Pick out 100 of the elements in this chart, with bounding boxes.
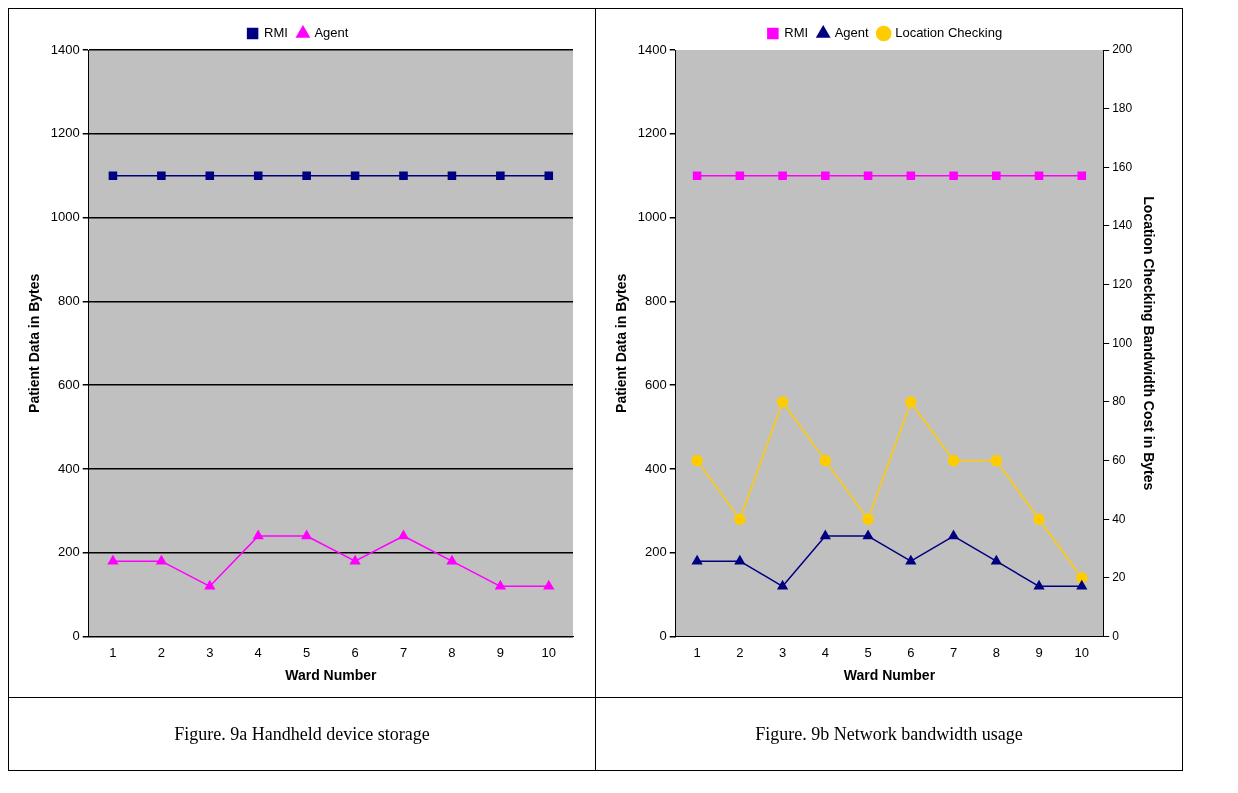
point (205, 171, 215, 180)
y-tick-label: 1000 (50, 209, 80, 225)
y-tick-label: 200 (58, 544, 80, 560)
point (1077, 171, 1087, 180)
point (399, 171, 408, 180)
point (734, 555, 745, 565)
y-tick-label: 200 (645, 544, 667, 560)
y-tick-label: 400 (58, 460, 80, 476)
point (1034, 171, 1044, 180)
legend-label: Agent (834, 25, 870, 41)
y-axis-title: Patient Data in Bytes (26, 273, 43, 413)
point (776, 396, 789, 408)
y-tick-label: 800 (58, 292, 80, 308)
point (778, 171, 787, 180)
point (777, 580, 788, 590)
point (157, 171, 166, 180)
x-tick-label: 7 (399, 644, 408, 660)
y-tick-label: 400 (645, 460, 667, 476)
y-tick-label: 600 (645, 376, 667, 392)
point (734, 513, 746, 526)
x-tick-label: 1 (693, 644, 701, 660)
point (949, 171, 958, 180)
point (692, 171, 702, 180)
point (947, 454, 960, 467)
legend-label: RMI (264, 25, 288, 41)
point (495, 580, 506, 590)
point (862, 513, 874, 526)
point (446, 555, 458, 565)
y2-tick-label: 200 (1112, 42, 1133, 57)
x-tick-label: 3 (206, 644, 214, 660)
x-tick-label: 6 (351, 644, 359, 660)
x-tick-label: 4 (821, 644, 829, 660)
point (990, 454, 1003, 467)
y2-tick-label: 0 (1112, 628, 1120, 643)
point (204, 580, 215, 590)
point (819, 454, 832, 467)
y-tick-label: 1400 (50, 41, 80, 57)
point (991, 555, 1002, 565)
point (1033, 580, 1045, 590)
y-tick-label: 1200 (50, 125, 80, 141)
legend-label: Location Checking (895, 25, 1003, 41)
point (992, 171, 1001, 180)
point (107, 555, 119, 565)
point (691, 454, 703, 467)
x-tick-label: 10 (541, 644, 557, 660)
point (692, 555, 703, 565)
point (820, 530, 831, 540)
point (253, 530, 264, 540)
x-tick-label: 9 (496, 644, 504, 660)
legend-label: RMI (784, 25, 809, 41)
x-tick-label: 9 (1035, 644, 1043, 660)
point (863, 171, 873, 180)
point (349, 555, 361, 565)
point (863, 530, 874, 540)
point (543, 580, 554, 590)
y-tick-label: 1000 (637, 209, 667, 225)
x-tick-label: 8 (992, 644, 1000, 660)
point (301, 530, 312, 540)
x-tick-label: 2 (157, 644, 165, 660)
x-tick-label: 5 (303, 644, 311, 660)
y-tick-label: 0 (72, 628, 80, 644)
point (905, 555, 916, 565)
x-tick-label: 8 (448, 644, 456, 660)
y-axis-title: Patient Data in Bytes (613, 273, 630, 413)
point (1076, 572, 1088, 584)
point (905, 396, 917, 408)
x-tick-label: 6 (907, 644, 915, 660)
point (253, 171, 263, 180)
x-tick-label: 4 (254, 644, 262, 660)
x-tick-label: 1 (109, 644, 117, 660)
x-tick-label: 10 (1074, 644, 1090, 660)
y2-tick-label: 160 (1112, 159, 1133, 174)
text: Figure. 9b Network bandwidth usage (754, 723, 1024, 745)
point (544, 171, 554, 180)
y-tick-label: 800 (645, 292, 667, 308)
point (156, 555, 167, 565)
y-tick-label: 1400 (637, 41, 667, 57)
x-tick-label: 7 (949, 644, 958, 660)
x-tick-label: 2 (736, 644, 744, 660)
point (302, 171, 311, 180)
x-axis-title: Ward Number (843, 667, 936, 684)
point (108, 171, 118, 180)
text: Figure. 9a Handheld device storage (173, 723, 431, 745)
y2-tick-label: 100 (1112, 335, 1133, 350)
point (1033, 513, 1045, 526)
point (350, 171, 360, 180)
x-axis-title: Ward Number (285, 667, 378, 684)
y2-tick-label: 60 (1112, 452, 1126, 467)
y2-tick-label: 20 (1112, 570, 1126, 585)
y2-tick-label: 140 (1112, 218, 1133, 233)
x-tick-label: 5 (864, 644, 872, 660)
y-tick-label: 600 (58, 376, 80, 392)
y2-tick-label: 80 (1112, 394, 1126, 409)
y2-tick-label: 40 (1112, 511, 1126, 526)
point (1076, 580, 1087, 590)
y-tick-label: 0 (659, 628, 667, 644)
point (398, 530, 409, 540)
point (906, 171, 916, 180)
y2-tick-label: 120 (1112, 276, 1133, 291)
legend-label: Agent (314, 25, 349, 41)
